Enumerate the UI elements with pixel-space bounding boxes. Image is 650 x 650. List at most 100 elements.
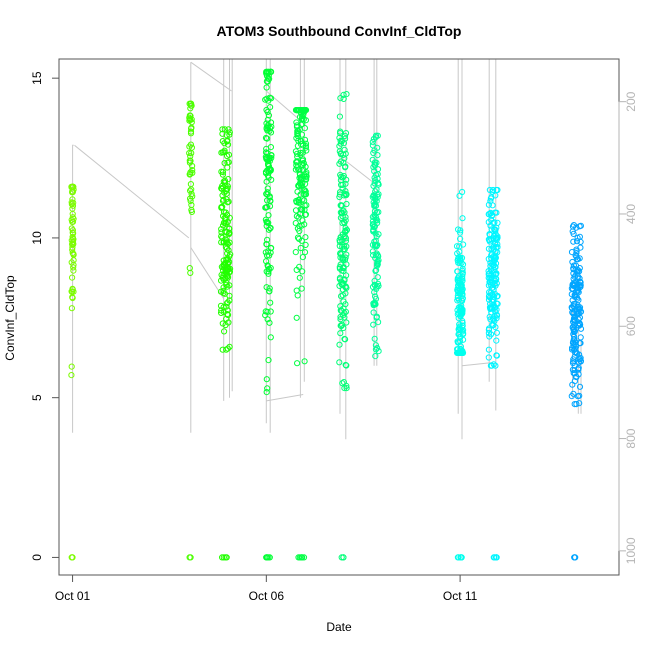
data-point xyxy=(68,372,75,379)
chart-title: ATOM3 Southbound ConvInf_CldTop xyxy=(217,23,462,39)
data-point xyxy=(489,292,496,299)
y-tick-label: 0 xyxy=(30,554,44,561)
data-point xyxy=(343,192,350,199)
data-point xyxy=(294,107,301,114)
point-cluster xyxy=(485,186,501,561)
data-point xyxy=(569,282,576,289)
data-point xyxy=(225,176,232,183)
data-point xyxy=(265,226,272,233)
data-point xyxy=(263,258,270,265)
data-point xyxy=(227,265,234,272)
data-point xyxy=(569,346,576,353)
data-point xyxy=(187,197,194,204)
data-point xyxy=(337,95,344,102)
data-point xyxy=(221,160,228,167)
data-point xyxy=(494,233,501,240)
data-point xyxy=(299,115,306,122)
data-point xyxy=(494,186,501,194)
data-point xyxy=(494,219,501,226)
data-point xyxy=(263,84,270,91)
data-point xyxy=(301,249,309,256)
data-point xyxy=(492,248,499,255)
data-point xyxy=(341,132,349,139)
data-point xyxy=(571,321,578,328)
data-point xyxy=(69,235,77,242)
data-point xyxy=(68,225,75,232)
data-point xyxy=(262,204,270,211)
data-point xyxy=(264,316,271,323)
data-point xyxy=(223,239,230,246)
data-point xyxy=(336,191,344,198)
data-point xyxy=(223,132,230,139)
data-point xyxy=(267,225,274,232)
data-point xyxy=(487,304,494,312)
data-point xyxy=(219,126,226,133)
data-point-zero xyxy=(572,554,579,561)
data-point xyxy=(296,166,303,173)
data-point xyxy=(493,315,500,322)
data-point xyxy=(267,264,274,272)
data-point xyxy=(218,226,225,233)
data-point xyxy=(371,194,379,201)
data-point xyxy=(220,287,227,294)
data-point xyxy=(570,338,577,345)
data-point xyxy=(218,168,225,175)
data-point xyxy=(223,190,230,197)
data-point xyxy=(264,308,271,315)
x-tick-label: Oct 06 xyxy=(249,589,285,603)
y-tick-label: 10 xyxy=(30,231,44,245)
data-point xyxy=(570,303,577,310)
data-point xyxy=(188,116,195,123)
data-point xyxy=(343,251,350,258)
data-point xyxy=(490,304,497,311)
data-point xyxy=(189,162,196,170)
data-point xyxy=(224,218,231,226)
data-point xyxy=(336,242,343,250)
data-point xyxy=(370,252,377,259)
data-point xyxy=(488,194,495,201)
data-point xyxy=(339,237,346,244)
data-point xyxy=(264,236,271,243)
data-point xyxy=(266,194,273,201)
data-point xyxy=(375,319,382,326)
data-point xyxy=(371,282,379,289)
data-point xyxy=(458,302,465,309)
data-point xyxy=(218,149,225,156)
data-point xyxy=(456,327,463,334)
data-point xyxy=(294,360,301,367)
data-point xyxy=(297,181,304,189)
data-point xyxy=(264,68,271,75)
x-axis-label: Date xyxy=(326,620,352,634)
data-point xyxy=(577,334,584,341)
data-point xyxy=(298,222,305,229)
data-point xyxy=(264,123,271,130)
data-point xyxy=(266,319,273,326)
data-point xyxy=(369,139,376,146)
data-point xyxy=(298,107,305,114)
data-point xyxy=(490,219,497,227)
data-point xyxy=(488,275,495,282)
data-point xyxy=(188,208,195,215)
data-point xyxy=(187,187,194,194)
data-point xyxy=(343,362,350,369)
data-point xyxy=(371,289,378,296)
data-point xyxy=(492,226,499,233)
data-point xyxy=(339,292,346,299)
data-point xyxy=(577,282,584,289)
data-point xyxy=(371,201,378,209)
data-point xyxy=(571,328,578,335)
data-point xyxy=(576,275,583,282)
data-point xyxy=(454,268,461,275)
data-point xyxy=(486,333,493,340)
data-point xyxy=(264,189,271,196)
data-point xyxy=(266,75,273,83)
data-point xyxy=(296,200,303,207)
data-point xyxy=(297,151,304,158)
data-point-zero xyxy=(265,554,272,561)
data-point xyxy=(68,201,76,208)
data-point xyxy=(573,238,581,245)
data-point xyxy=(571,378,579,385)
data-point xyxy=(571,367,578,374)
data-point xyxy=(264,172,271,179)
data-point xyxy=(457,312,464,319)
